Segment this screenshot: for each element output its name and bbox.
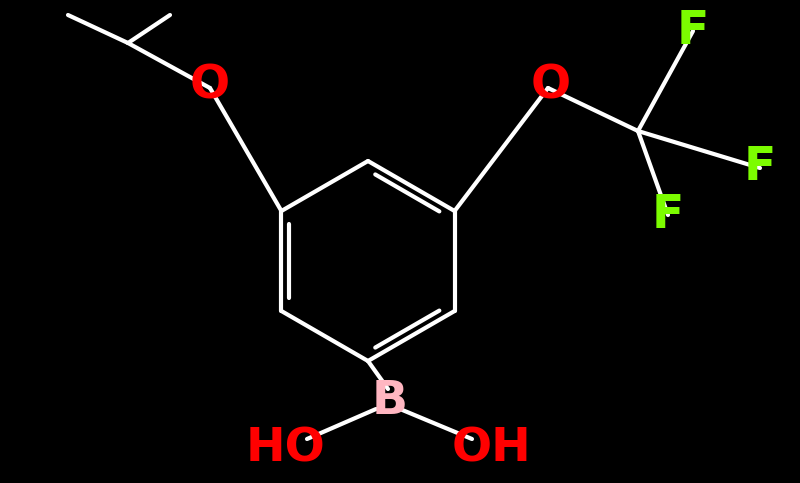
Text: OH: OH — [452, 426, 532, 471]
Text: O: O — [531, 63, 571, 109]
Text: F: F — [652, 193, 684, 238]
Text: HO: HO — [245, 426, 325, 471]
Text: F: F — [677, 9, 709, 54]
Text: B: B — [372, 379, 408, 424]
Text: O: O — [190, 63, 230, 109]
Text: F: F — [744, 145, 776, 190]
